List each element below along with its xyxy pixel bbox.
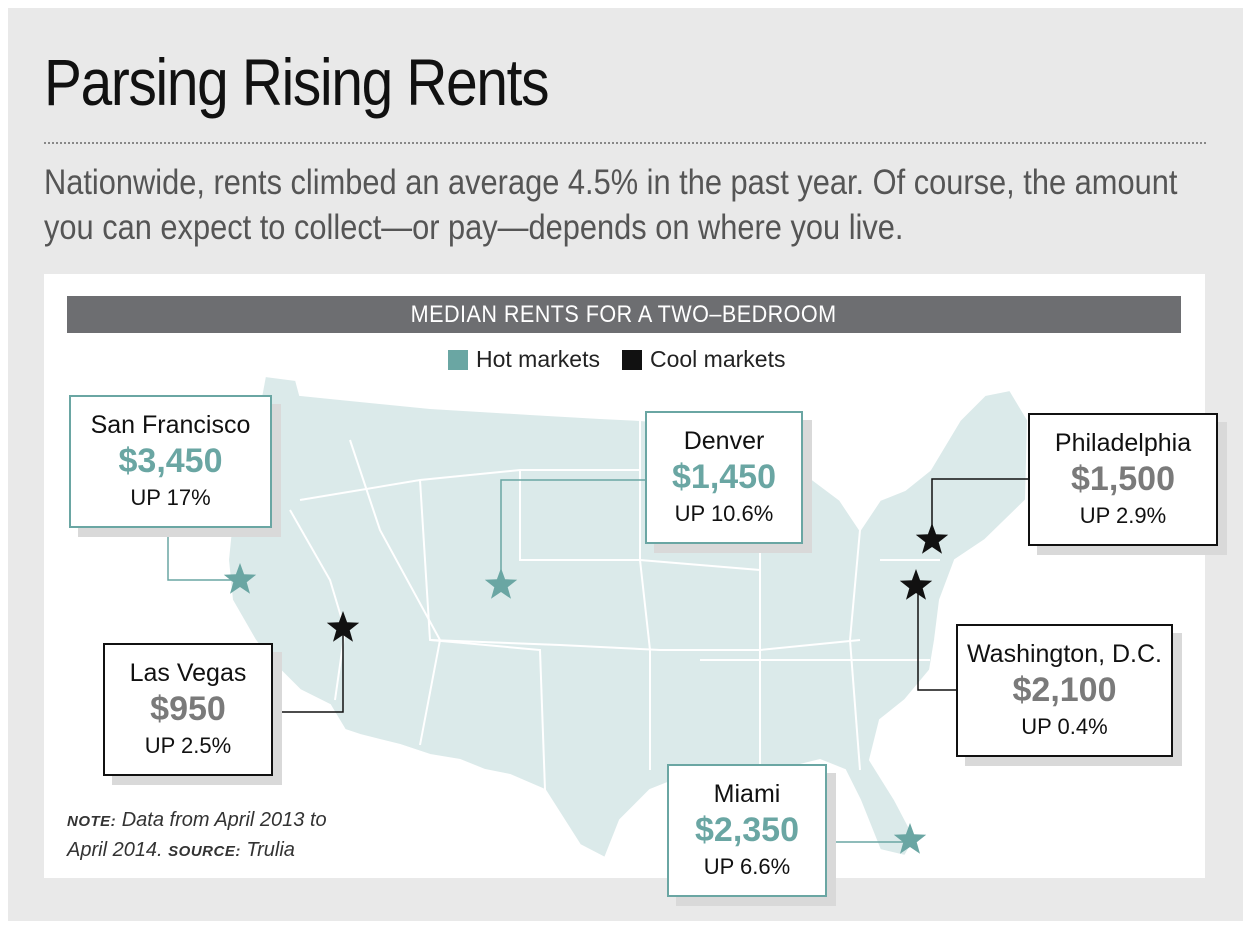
- city-price: $2,100: [1012, 671, 1117, 709]
- star-marker-miami: [893, 823, 927, 854]
- hot-swatch: [448, 349, 468, 370]
- dc-connector: [917, 586, 956, 691]
- city-price: $2,350: [695, 811, 799, 849]
- callout-washington-dc: Washington, D.C. $2,100 UP 0.4%: [956, 624, 1173, 757]
- city-change: UP 0.4%: [1021, 714, 1108, 739]
- city-name: Las Vegas: [129, 659, 247, 687]
- star-marker-washington-dc: [899, 569, 933, 600]
- note-label: NOTE:: [67, 813, 117, 830]
- subtitle: Nationwide, rents climbed an average 4.5…: [44, 163, 1178, 247]
- source-text: Trulia: [240, 839, 295, 861]
- star-marker-denver: [484, 568, 518, 599]
- sf-connector: [167, 527, 240, 581]
- callout-philadelphia: Philadelphia $1,500 UP 2.9%: [1028, 413, 1218, 546]
- legend: Hot markets Cool markets: [448, 346, 785, 373]
- note-text: Data from April 2013 to: [116, 809, 327, 831]
- city-change: UP 17%: [130, 485, 211, 510]
- city-price: $1,500: [1071, 460, 1175, 498]
- philadelphia-connector: [931, 478, 1028, 540]
- star-marker-philadelphia: [915, 523, 949, 554]
- city-name: San Francisco: [90, 411, 251, 439]
- denver-connector: [500, 479, 645, 583]
- legend-cool: Cool markets: [621, 346, 786, 373]
- callout-san-francisco: San Francisco $3,450 UP 17%: [69, 395, 272, 528]
- city-name: Denver: [683, 427, 765, 455]
- note-text-2: April 2014.: [67, 839, 169, 861]
- city-change: UP 2.5%: [144, 733, 232, 758]
- cool-swatch: [621, 349, 642, 370]
- city-name: Miami: [713, 780, 781, 808]
- lasvegas-connector: [272, 628, 344, 713]
- source-label: SOURCE:: [168, 843, 241, 860]
- callout-las-vegas: Las Vegas $950 UP 2.5%: [103, 643, 273, 776]
- city-price: $1,450: [672, 458, 776, 496]
- page-title: Parsing Rising Rents: [44, 45, 549, 119]
- legend-hot: Hot markets: [448, 346, 600, 373]
- city-change: UP 2.9%: [1079, 503, 1167, 528]
- legend-cool-label: Cool markets: [649, 346, 786, 372]
- city-change: UP 6.6%: [703, 854, 791, 879]
- city-name: Washington, D.C.: [967, 640, 1162, 668]
- callout-connectors: [167, 478, 1028, 843]
- footnote: NOTE: Data from April 2013 to April 2014…: [67, 806, 327, 866]
- city-price: $950: [150, 690, 226, 728]
- star-marker-las-vegas: [326, 611, 360, 642]
- banner-text: MEDIAN RENTS FOR A TWO–BEDROOM: [411, 300, 837, 328]
- city-name: Philadelphia: [1054, 429, 1192, 457]
- legend-hot-label: Hot markets: [476, 346, 600, 372]
- chart-banner: MEDIAN RENTS FOR A TWO–BEDROOM: [67, 296, 1181, 333]
- callout-denver: Denver $1,450 UP 10.6%: [645, 411, 803, 544]
- us-land: [226, 374, 1030, 860]
- state-lines: [289, 420, 940, 791]
- callout-miami: Miami $2,350 UP 6.6%: [667, 764, 827, 897]
- title-divider: [44, 142, 1206, 144]
- city-price: $3,450: [118, 442, 223, 480]
- star-marker-san-francisco: [223, 563, 257, 594]
- city-change: UP 10.6%: [674, 501, 774, 526]
